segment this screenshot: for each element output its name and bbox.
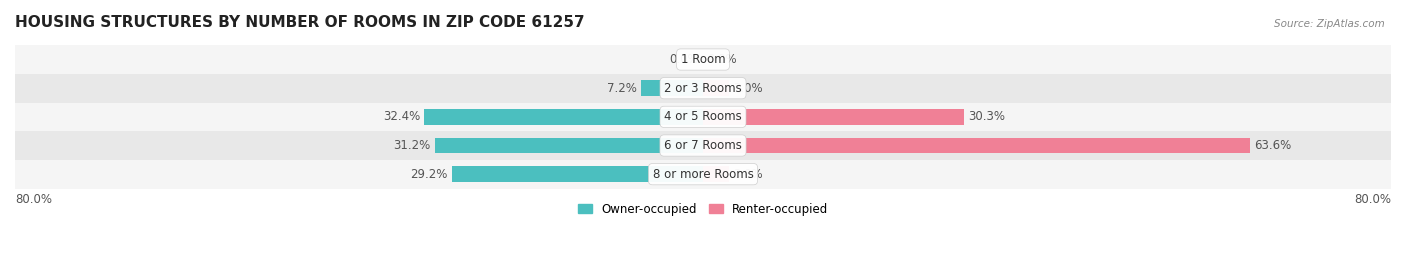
Text: 1 Room: 1 Room [681, 53, 725, 66]
Bar [703, 166, 728, 182]
Legend: Owner-occupied, Renter-occupied: Owner-occupied, Renter-occupied [572, 198, 834, 220]
Bar [451, 166, 703, 182]
Text: 0.0%: 0.0% [669, 53, 699, 66]
Text: 31.2%: 31.2% [394, 139, 430, 152]
Text: 7.2%: 7.2% [607, 82, 637, 95]
Bar [703, 109, 963, 125]
Bar [434, 138, 703, 153]
Text: 63.6%: 63.6% [1254, 139, 1292, 152]
Text: 3.0%: 3.0% [733, 168, 762, 181]
Text: 32.4%: 32.4% [382, 110, 420, 123]
Bar [15, 160, 1391, 189]
Text: 4 or 5 Rooms: 4 or 5 Rooms [664, 110, 742, 123]
Bar [15, 74, 1391, 102]
Text: HOUSING STRUCTURES BY NUMBER OF ROOMS IN ZIP CODE 61257: HOUSING STRUCTURES BY NUMBER OF ROOMS IN… [15, 15, 585, 30]
Text: 0.0%: 0.0% [707, 53, 737, 66]
Bar [703, 138, 1250, 153]
Text: 80.0%: 80.0% [15, 193, 52, 206]
Bar [703, 80, 728, 96]
Bar [15, 131, 1391, 160]
Bar [641, 80, 703, 96]
Text: 80.0%: 80.0% [1354, 193, 1391, 206]
Bar [425, 109, 703, 125]
Text: Source: ZipAtlas.com: Source: ZipAtlas.com [1274, 19, 1385, 29]
Text: 6 or 7 Rooms: 6 or 7 Rooms [664, 139, 742, 152]
Text: 3.0%: 3.0% [733, 82, 762, 95]
Text: 8 or more Rooms: 8 or more Rooms [652, 168, 754, 181]
Bar [15, 45, 1391, 74]
Text: 29.2%: 29.2% [411, 168, 447, 181]
Text: 30.3%: 30.3% [967, 110, 1005, 123]
Bar [15, 102, 1391, 131]
Text: 2 or 3 Rooms: 2 or 3 Rooms [664, 82, 742, 95]
